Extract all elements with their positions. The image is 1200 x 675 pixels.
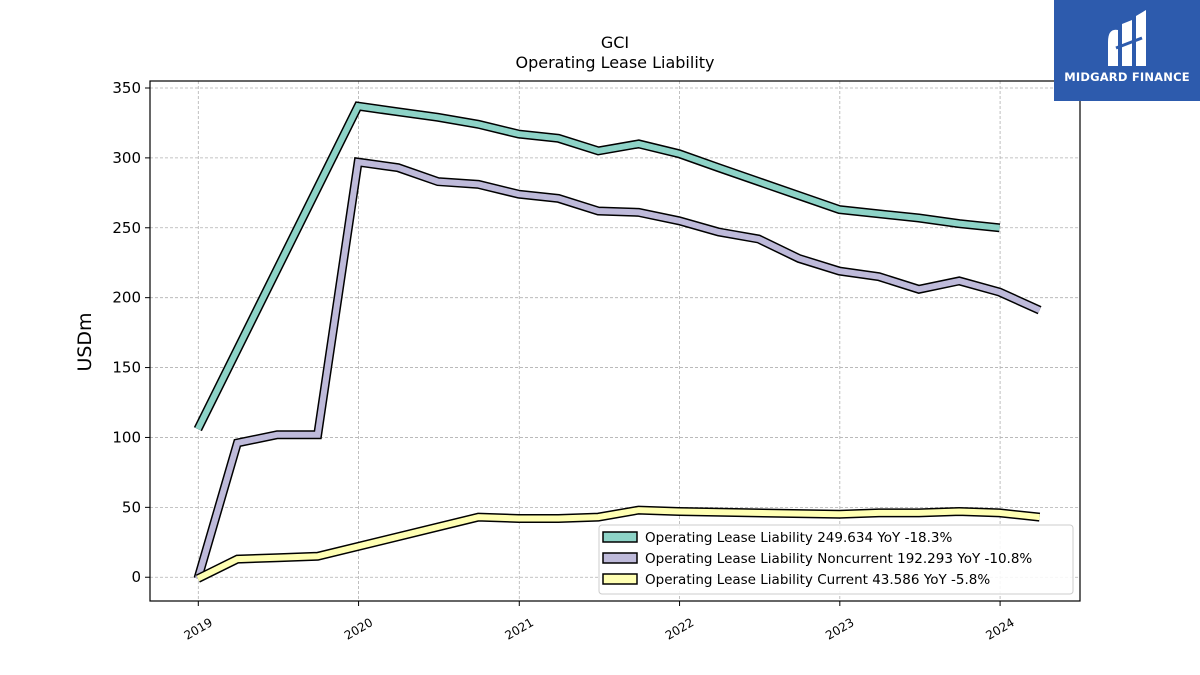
chart-subtitle: Operating Lease Liability bbox=[515, 53, 714, 72]
legend-box bbox=[598, 524, 1074, 595]
logo-text: MIDGARD FINANCE bbox=[1064, 70, 1190, 84]
series-line-2 bbox=[195, 158, 1041, 580]
legend-swatch bbox=[602, 552, 638, 564]
y-tick-label: 200 bbox=[112, 289, 141, 307]
y-axis-label: USDm bbox=[74, 312, 96, 371]
plot-area-frame bbox=[149, 80, 1081, 602]
series-line-3 bbox=[196, 507, 1040, 582]
x-tick-label: 2021 bbox=[503, 615, 536, 642]
legend: Operating Lease Liability 249.634 YoY -1… bbox=[598, 524, 1074, 595]
legend-label: Operating Lease Liability Current 43.586… bbox=[645, 572, 990, 588]
y-tick-label: 350 bbox=[112, 79, 141, 97]
y-tick-label: 0 bbox=[131, 568, 141, 586]
legend-label: Operating Lease Liability Noncurrent 192… bbox=[645, 551, 1032, 567]
y-tick-label: 250 bbox=[112, 219, 141, 237]
legend-label: Operating Lease Liability 249.634 YoY -1… bbox=[645, 530, 953, 546]
x-tick-label: 2020 bbox=[342, 615, 375, 642]
chart-title: GCI bbox=[601, 33, 629, 52]
brand-logo: MIDGARD FINANCE bbox=[1054, 0, 1200, 101]
y-tick-label: 300 bbox=[112, 149, 141, 167]
x-tick-label: 2019 bbox=[182, 615, 215, 642]
y-tick-label: 150 bbox=[112, 359, 141, 377]
logo-mark-icon bbox=[1108, 10, 1146, 66]
series-lines bbox=[193, 101, 1042, 583]
grid bbox=[150, 81, 1080, 601]
series-line-1 bbox=[195, 102, 1000, 431]
legend-swatch bbox=[602, 573, 638, 585]
x-tick-label: 2023 bbox=[823, 615, 856, 642]
legend-swatch bbox=[602, 531, 638, 543]
x-tick-label: 2024 bbox=[983, 615, 1016, 642]
y-tick-label: 100 bbox=[112, 428, 141, 446]
y-tick-label: 50 bbox=[122, 498, 141, 516]
x-tick-label: 2022 bbox=[663, 615, 696, 642]
series-outline-1 bbox=[193, 101, 1001, 432]
